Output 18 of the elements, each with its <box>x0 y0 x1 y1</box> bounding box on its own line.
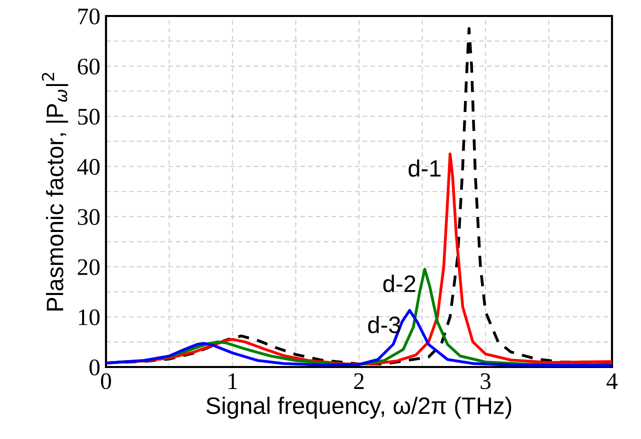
x-tick-label: 0 <box>100 373 112 390</box>
x-tick-label: 3 <box>480 373 490 390</box>
y-axis-title: Plasmonic factor, |P$_{ω}$|$^{2}$ <box>42 72 68 310</box>
x-axis-title: Signal frequency, ω/2π (THz) <box>206 396 512 419</box>
y-tick-label: 40 <box>77 158 100 175</box>
y-tick-label: 20 <box>78 259 100 276</box>
y-tick-label: 70 <box>78 8 100 24</box>
x-tick-label: 4 <box>606 373 618 389</box>
y-tick-label: 10 <box>78 309 100 326</box>
annotation: d-2 <box>383 274 416 292</box>
y-tick-label: 60 <box>78 58 100 75</box>
y-tick-label: 0 <box>90 359 100 376</box>
x-tick-label: 2 <box>354 373 364 389</box>
x-tick-label: 1 <box>228 373 237 389</box>
annotation: d-1 <box>408 159 441 177</box>
annotation: d-3 <box>368 316 400 334</box>
y-tick-label: 30 <box>78 209 100 225</box>
y-tick-label: 50 <box>78 108 100 125</box>
